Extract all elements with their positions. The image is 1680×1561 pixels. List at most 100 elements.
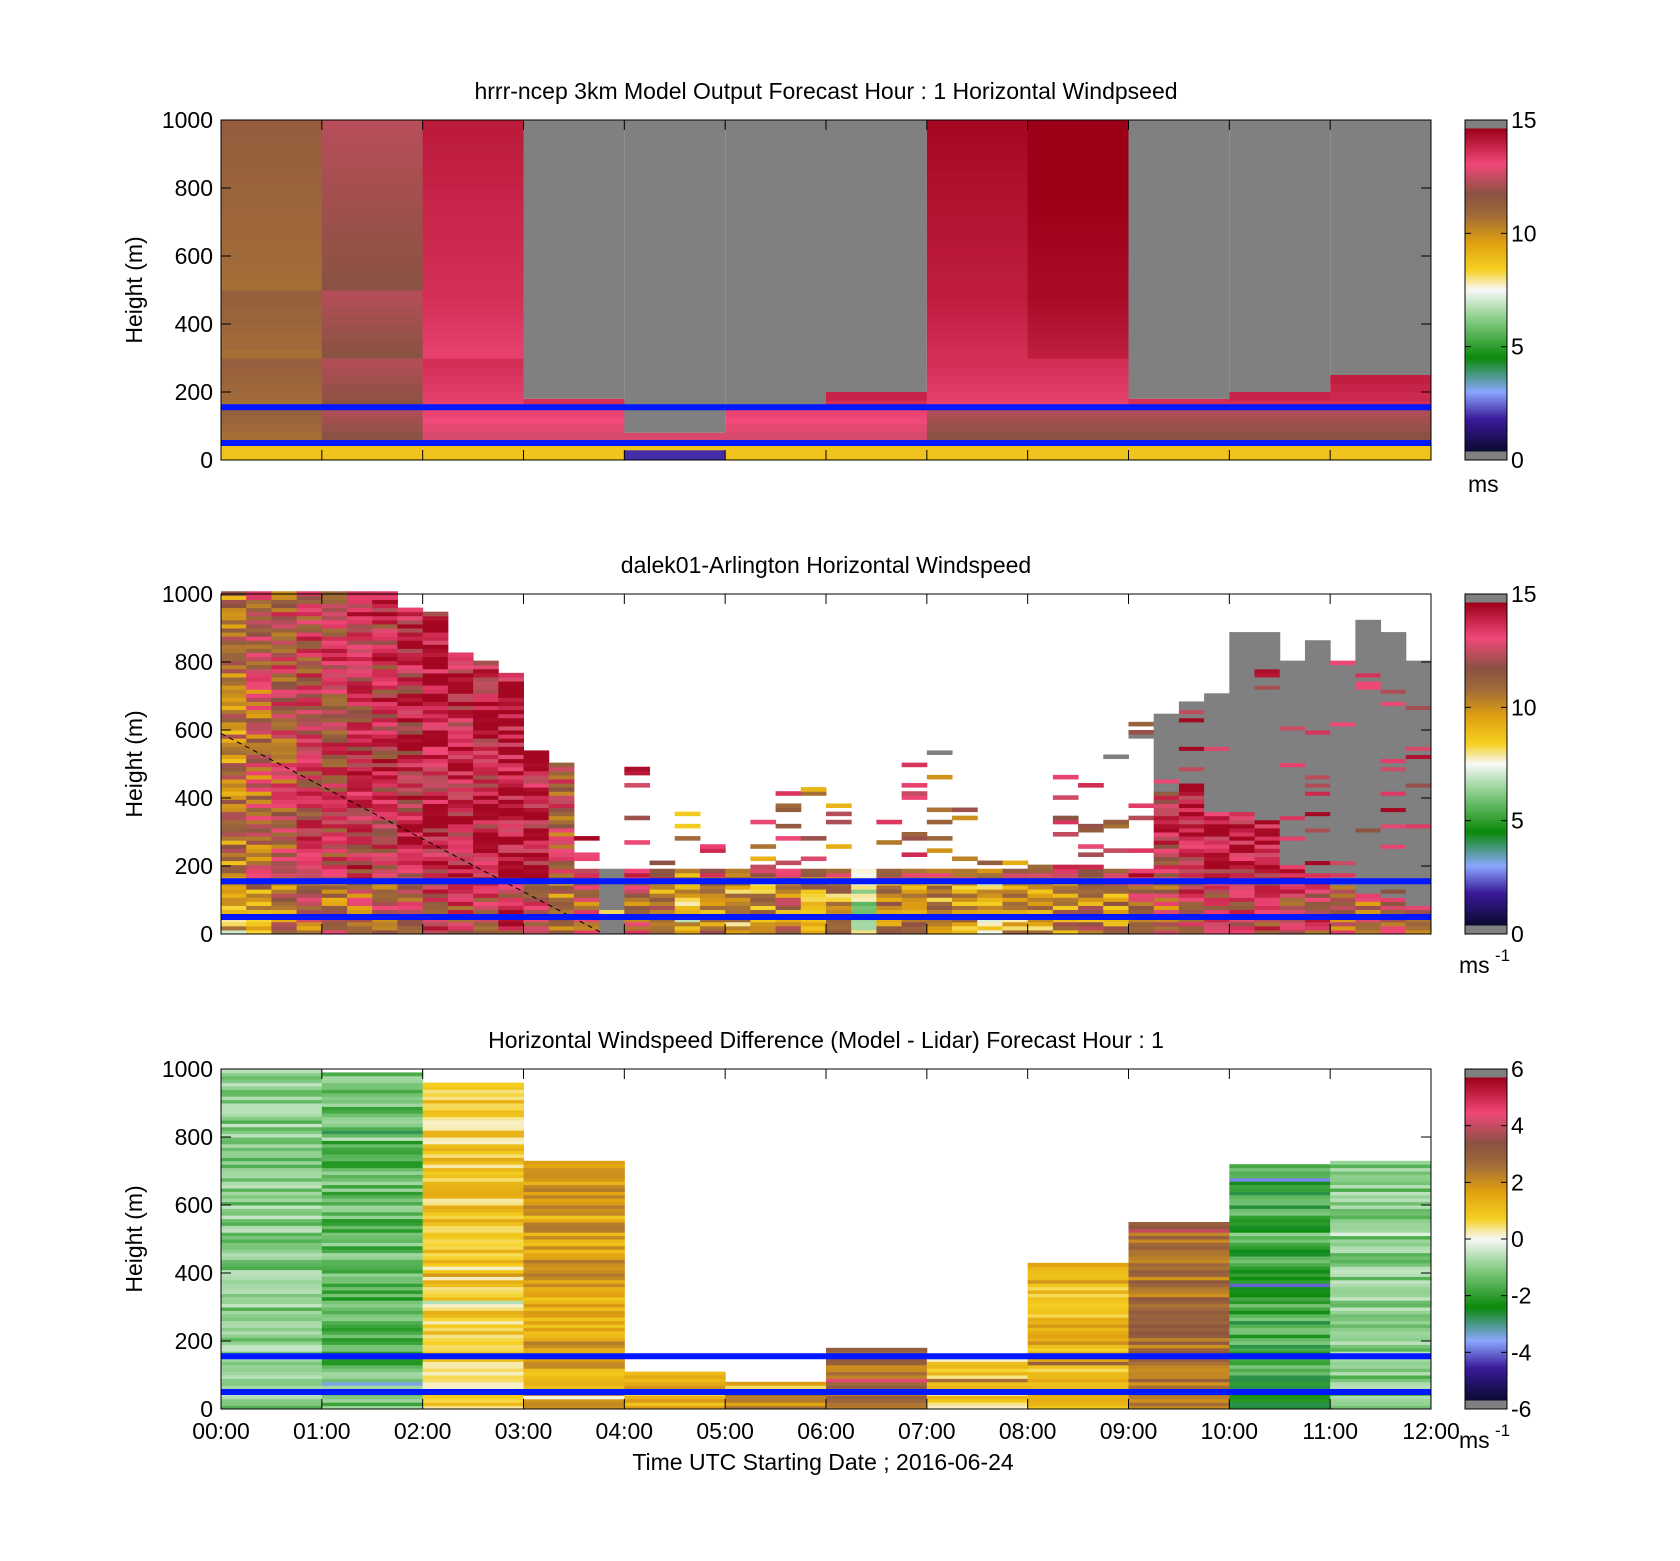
heatmap-cell (422, 1385, 524, 1390)
heatmap-cell (422, 1337, 524, 1342)
heatmap-cell (1380, 697, 1407, 702)
heatmap-cell (1229, 893, 1256, 898)
heatmap-cell (372, 827, 398, 833)
heatmap-cell (1128, 1249, 1230, 1254)
heatmap-cell (1128, 1232, 1230, 1237)
heatmap-cell (1078, 872, 1104, 878)
heatmap-cell (422, 324, 524, 333)
colorbar-tick-label: 0 (1511, 921, 1524, 947)
heatmap-cell (422, 832, 449, 837)
heatmap-cell (246, 791, 272, 796)
heatmap-cell (1330, 787, 1356, 792)
heatmap-cell (296, 929, 323, 935)
heatmap-cell (221, 1116, 323, 1121)
heatmap-cell (347, 872, 373, 878)
heatmap-cell (221, 239, 323, 248)
heatmap-cell (221, 1150, 323, 1155)
heatmap-cell (1229, 640, 1256, 645)
heatmap-cell (1027, 929, 1054, 935)
heatmap-cell (1204, 746, 1230, 751)
heatmap-cell (1279, 750, 1306, 755)
heatmap-cell (1204, 791, 1230, 796)
heatmap-cell (296, 648, 323, 653)
heatmap-cell (1254, 697, 1281, 702)
heatmap-cell (1279, 893, 1306, 898)
heatmap-cell (1027, 893, 1054, 898)
heatmap-cell (826, 905, 852, 911)
heatmap-cell (1204, 754, 1230, 760)
heatmap-cell (221, 154, 323, 163)
heatmap-cell (447, 734, 474, 739)
heatmap-cell (221, 1279, 323, 1284)
heatmap-cell (498, 758, 524, 764)
y-axis-label: Height (m) (121, 710, 147, 817)
heatmap-cell (296, 640, 323, 645)
heatmap-cell (624, 909, 651, 915)
heatmap-cell (674, 836, 701, 841)
heatmap-cell (422, 697, 449, 702)
heatmap-cell (498, 844, 524, 849)
heatmap-cell (221, 656, 247, 662)
heatmap-cell (1355, 852, 1382, 857)
heatmap-cell (498, 685, 524, 690)
x-tick-label: 10:00 (1201, 1418, 1259, 1444)
heatmap-cell (523, 1184, 625, 1189)
heatmap-cell (372, 778, 398, 784)
heatmap-cell (1279, 668, 1306, 674)
heatmap-cell (271, 770, 298, 776)
heatmap-cell (422, 247, 524, 257)
heatmap-cell (1279, 746, 1306, 751)
heatmap-cell (1279, 836, 1306, 841)
heatmap-cell (321, 664, 348, 670)
heatmap-cell (1380, 852, 1407, 857)
heatmap-cell (221, 1405, 323, 1410)
heatmap-cell (473, 676, 499, 682)
heatmap-cell (548, 832, 575, 837)
heatmap-cell (422, 1215, 524, 1220)
heatmap-cell (296, 623, 323, 629)
heatmap-cell (1380, 713, 1407, 719)
heatmap-cell (321, 897, 348, 902)
heatmap-cell (347, 754, 373, 760)
heatmap-cell (321, 1385, 424, 1390)
heatmap-cell (296, 909, 323, 915)
heatmap-cell (1279, 819, 1306, 825)
heatmap-cell (1355, 640, 1382, 645)
heatmap-cell (1153, 844, 1180, 849)
heatmap-cell (1330, 770, 1356, 776)
heatmap-cell (699, 921, 726, 927)
heatmap-cell (221, 247, 323, 257)
heatmap-cell (447, 725, 474, 731)
heatmap-cell (321, 1239, 424, 1243)
heatmap-cell (498, 738, 524, 743)
heatmap-cell (246, 672, 272, 678)
heatmap-cell (321, 811, 348, 817)
heatmap-cell (473, 819, 499, 825)
heatmap-cell (775, 921, 802, 927)
heatmap-cell (321, 409, 424, 418)
heatmap-cell (1178, 921, 1205, 927)
heatmap-cell (1153, 746, 1180, 751)
heatmap-cell (372, 668, 398, 674)
heatmap-cell (1027, 1334, 1129, 1339)
heatmap-cell (422, 803, 449, 809)
heatmap-cell (347, 730, 373, 735)
heatmap-cell (624, 815, 651, 821)
heatmap-cell (1229, 803, 1256, 809)
heatmap-cell (1380, 640, 1407, 645)
heatmap-cell-missing (826, 120, 927, 392)
heatmap-cell (271, 750, 298, 755)
heatmap-cell (422, 925, 449, 931)
heatmap-cell (422, 1307, 524, 1311)
heatmap-cell (1405, 925, 1432, 931)
heatmap-cell (321, 1181, 424, 1186)
heatmap-cell (1027, 1300, 1129, 1305)
heatmap-cell (1178, 856, 1205, 862)
heatmap-cell (422, 1191, 524, 1196)
heatmap-cell (1153, 893, 1180, 898)
heatmap-cell (221, 1188, 323, 1192)
heatmap-cell (221, 1069, 323, 1073)
heatmap-cell (1304, 827, 1331, 833)
heatmap-cell (397, 758, 424, 764)
heatmap-cell (422, 1347, 524, 1352)
